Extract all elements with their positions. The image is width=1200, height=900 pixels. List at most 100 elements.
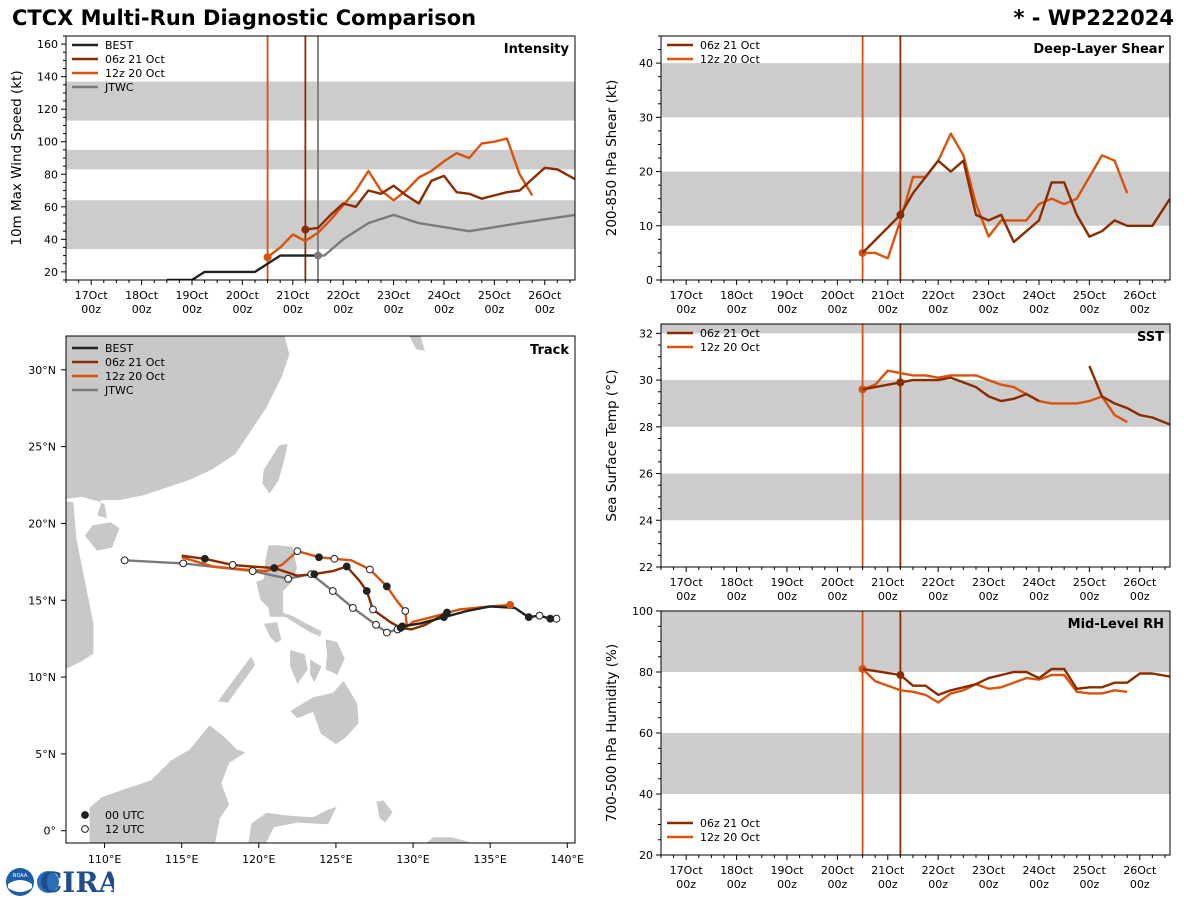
- x-tick-label: 00z: [1079, 878, 1099, 891]
- intensity-panel: 2040608010012014016017Oct00z18Oct00z19Oc…: [9, 35, 576, 316]
- lon-tick-label: 120°E: [242, 853, 275, 866]
- x-tick-label: 00z: [1029, 303, 1049, 316]
- track-point: [228, 561, 237, 569]
- legend-label: 12z 20 Oct: [700, 53, 760, 66]
- y-tick-label: 40: [639, 57, 653, 70]
- x-tick-label: 23Oct: [972, 289, 1006, 302]
- x-tick-label: 00z: [777, 303, 797, 316]
- legend-label: JTWC: [104, 384, 134, 397]
- x-tick-label: 20Oct: [821, 864, 855, 877]
- x-tick-label: 19Oct: [770, 864, 804, 877]
- x-tick-label: 18Oct: [720, 576, 754, 589]
- x-tick-label: 19Oct: [770, 576, 804, 589]
- track-point: [328, 587, 337, 595]
- legend-label: 06z 21 Oct: [105, 53, 165, 66]
- indochina-coast: [66, 500, 95, 670]
- series-line-12z-20-oct: [861, 668, 1128, 704]
- panay-negros: [289, 648, 309, 686]
- y-tick-label: 22: [639, 561, 653, 574]
- x-tick-label: 00z: [81, 303, 101, 316]
- x-tick-label: 00z: [384, 303, 404, 316]
- x-tick-label: 24Oct: [1022, 864, 1056, 877]
- x-tick-label: 23Oct: [377, 289, 411, 302]
- x-tick-label: 00z: [283, 303, 303, 316]
- china-coast: [66, 336, 291, 520]
- init-marker: [858, 385, 867, 394]
- x-tick-label: 19Oct: [175, 289, 209, 302]
- legend-label: 12z 20 Oct: [105, 67, 165, 80]
- track-panel: 110°E 115°E 120°E 125°E 130°E 135°E 140°E 0° 5°N…: [28, 335, 584, 866]
- x-tick-label: 00z: [1130, 303, 1150, 316]
- series-line-12z-20-oct: [862, 369, 1128, 424]
- legend-label: 06z 21 Oct: [700, 39, 760, 52]
- lon-tick-label: 140°E: [551, 853, 584, 866]
- mindanao-island: [289, 679, 360, 746]
- x-tick-label: 00z: [777, 878, 797, 891]
- y-axis-label: Sea Surface Temp (°C): [604, 369, 620, 521]
- track-point: [310, 570, 319, 579]
- hainan-island: [83, 521, 121, 552]
- y-tick-label: 60: [44, 201, 58, 214]
- page-title: CTCX Multi-Run Diagnostic Comparison: [12, 6, 477, 30]
- shear-panel: 01020304017Oct00z18Oct00z19Oct00z20Oct00…: [604, 35, 1171, 316]
- threshold-band: [661, 733, 1170, 794]
- marker-legend-label: 00 UTC: [105, 809, 145, 822]
- noaa-wave-icon: [8, 880, 32, 892]
- x-tick-label: 00z: [1130, 590, 1150, 603]
- init-marker: [896, 210, 905, 219]
- legend-label: 06z 21 Oct: [700, 817, 760, 830]
- lat-tick-label: 25°N: [28, 441, 56, 454]
- x-tick-label: 19Oct: [770, 289, 804, 302]
- lat-tick-label: 10°N: [28, 671, 56, 684]
- legend-label: 12z 20 Oct: [105, 370, 165, 383]
- track-point: [382, 582, 391, 591]
- track-point: [546, 614, 555, 623]
- track-point: [270, 564, 279, 572]
- new-guinea: [424, 836, 475, 843]
- threshold-band: [661, 611, 1170, 672]
- sst-panel: 22242628303217Oct00z18Oct00z19Oct00z20Oc…: [604, 323, 1171, 603]
- y-tick-label: 80: [44, 168, 58, 181]
- lon-tick-label: 130°E: [396, 853, 429, 866]
- panel-title: Mid-Level RH: [1068, 617, 1164, 632]
- init-marker: [263, 253, 272, 262]
- init-marker: [896, 378, 905, 387]
- x-tick-label: 20Oct: [821, 576, 855, 589]
- x-tick-label: 25Oct: [1073, 576, 1107, 589]
- y-tick-label: 32: [639, 327, 653, 340]
- marker-legend-symbol: [81, 825, 89, 833]
- series-line-06z-21-oct: [862, 667, 1170, 697]
- track-point: [372, 620, 380, 629]
- y-tick-label: 30: [639, 111, 653, 124]
- lat-tick-label: 0°: [44, 825, 57, 838]
- lon-tick-label: 115°E: [165, 853, 198, 866]
- track-line-best: [402, 605, 557, 628]
- storm-id-label: * - WP222024: [1013, 6, 1174, 30]
- x-tick-label: 00z: [928, 303, 948, 316]
- x-tick-label: 00z: [928, 590, 948, 603]
- x-tick-label: 22Oct: [922, 864, 956, 877]
- x-tick-label: 00z: [434, 303, 454, 316]
- lon-tick-label: 110°E: [88, 853, 121, 866]
- x-tick-label: 00z: [1079, 303, 1099, 316]
- x-tick-label: 00z: [727, 303, 747, 316]
- y-axis-label: 10m Max Wind Speed (kt): [9, 70, 25, 245]
- track-point: [179, 559, 188, 568]
- x-tick-label: 00z: [182, 303, 202, 316]
- x-tick-label: 00z: [777, 590, 797, 603]
- globe-icon: [37, 871, 59, 893]
- init-marker: [301, 225, 310, 234]
- x-tick-label: 25Oct: [478, 289, 512, 302]
- plot-frame: [65, 335, 576, 844]
- threshold-band: [661, 473, 1170, 521]
- plot-frame: [660, 323, 1171, 568]
- track-point: [293, 547, 302, 555]
- threshold-band: [66, 81, 575, 121]
- y-axis-label: 200-850 hPa Shear (kt): [604, 80, 620, 237]
- jeju: [355, 336, 357, 337]
- sulawesi-island: [247, 805, 339, 843]
- halmahera-island: [375, 799, 394, 824]
- track-point: [382, 628, 391, 637]
- y-tick-label: 100: [37, 136, 58, 149]
